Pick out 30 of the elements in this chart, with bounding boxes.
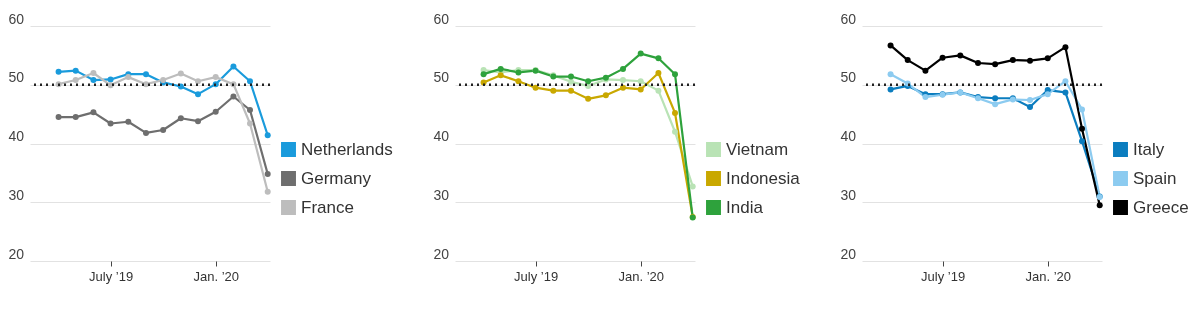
legend-label: Indonesia <box>726 168 801 188</box>
legend-label: Germany <box>301 168 372 188</box>
y-tick-label: 40 <box>433 128 450 144</box>
x-tick-label: Jan. ’20 <box>193 268 239 284</box>
legend-label: Netherlands <box>301 139 393 159</box>
y-tick-label: 40 <box>8 128 25 144</box>
legend-label: Spain <box>1133 168 1177 188</box>
y-tick-label: 40 <box>840 128 857 144</box>
y-tick-label: 30 <box>8 186 25 203</box>
y-tick-label: 20 <box>840 245 857 262</box>
y-tick-label: 50 <box>433 69 450 86</box>
y-tick-label: 50 <box>840 69 857 86</box>
y-tick-label: 60 <box>840 10 857 27</box>
x-tick-label: July ’19 <box>89 268 134 284</box>
y-tick-label: 60 <box>8 10 25 27</box>
legend-label: Vietnam <box>726 139 789 159</box>
legend-label: Greece <box>1133 197 1189 217</box>
y-tick-label: 60 <box>433 10 450 27</box>
legend-label: Italy <box>1133 139 1165 159</box>
legend-label: India <box>726 197 764 217</box>
y-tick-label: 20 <box>8 245 25 262</box>
x-tick-label: Jan. ’20 <box>618 268 664 284</box>
y-tick-label: 50 <box>8 69 25 86</box>
y-tick-label: 30 <box>433 186 450 203</box>
y-tick-label: 20 <box>433 245 450 262</box>
x-tick-label: July ’19 <box>921 268 966 284</box>
y-tick-label: 30 <box>840 186 857 203</box>
legend-label: France <box>301 197 354 217</box>
x-tick-label: July ’19 <box>514 268 559 284</box>
x-tick-label: Jan. ’20 <box>1025 268 1071 284</box>
